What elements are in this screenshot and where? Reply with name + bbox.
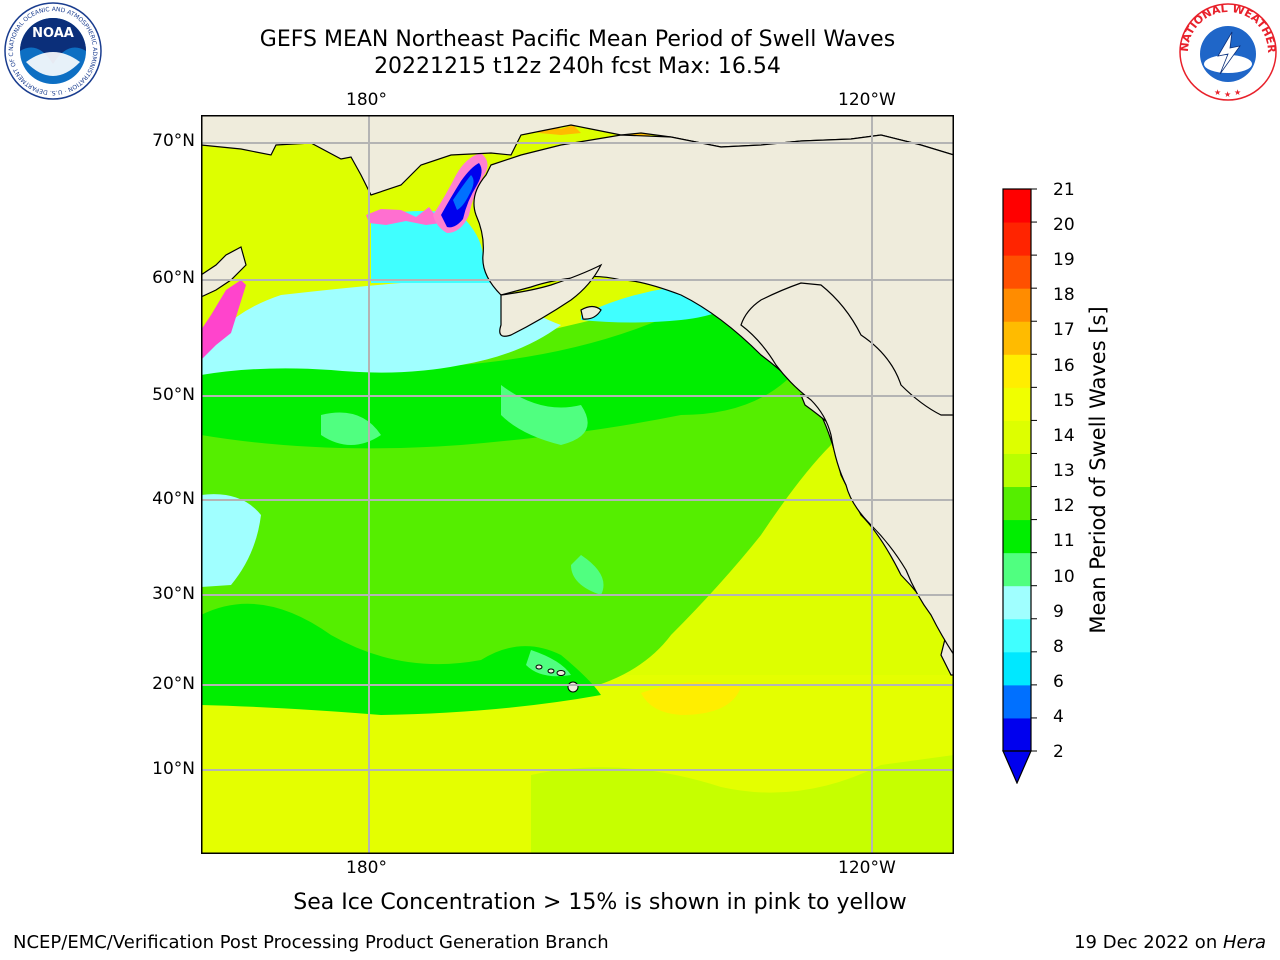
colorbar-segment (1003, 519, 1031, 554)
sea-ice-core-blue (453, 175, 474, 210)
lat-label-70n: 70°N (152, 131, 195, 151)
field-green-tropics (201, 603, 601, 715)
colorbar-tick: 14 (1053, 426, 1075, 446)
lat-label-60n: 60°N (152, 268, 195, 288)
map-frame (201, 115, 954, 854)
colorbar-segment (1003, 288, 1031, 322)
land-alaska-peninsula (499, 263, 603, 337)
footer-branch: NCEP/EMC/Verification Post Processing Pr… (13, 932, 609, 953)
land-kodiak (580, 305, 602, 320)
lon-label-top-180: 180° (346, 90, 387, 110)
lat-label-10n: 10°N (152, 759, 195, 779)
colorbar-segment (1003, 717, 1031, 752)
colorbar-tick: 12 (1053, 496, 1075, 516)
colorbar-segment (1003, 651, 1031, 686)
sea-ice-edge-bering (366, 207, 441, 225)
colorbar-segment (1003, 387, 1031, 421)
map-title: GEFS MEAN Northeast Pacific Mean Period … (259, 27, 896, 52)
hawaii-island-4 (567, 681, 579, 693)
colorbar-tick: 19 (1053, 250, 1075, 270)
colorbar-segment (1003, 684, 1031, 719)
colorbar-segment (1003, 321, 1031, 355)
svg-text:★: ★ (1224, 90, 1231, 99)
colorbar-segment (1003, 585, 1031, 620)
colorbar-tick: 11 (1053, 531, 1075, 551)
noaa-logo: NATIONAL OCEANIC AND ATMOSPHERIC ADMINIS… (1, 0, 102, 100)
colorbar-segment (1003, 222, 1031, 256)
colorbar-tick: 13 (1053, 461, 1075, 481)
noaa-text: NOAA (32, 26, 74, 41)
field-cyan-west (201, 494, 261, 587)
colorbar-tick: 6 (1053, 672, 1064, 692)
sea-ice-edge-west (201, 280, 246, 360)
colorbar-segment (1003, 486, 1031, 521)
land-north-america (740, 282, 954, 657)
footer-date-text: 19 Dec 2022 on (1074, 932, 1223, 953)
field-lightgreen-patches (321, 385, 604, 677)
colorbar-extend-arrow (1002, 750, 1032, 784)
field-green-north (201, 285, 801, 449)
lat-label-30n: 30°N (152, 584, 195, 604)
field-south-patches (531, 755, 954, 854)
colorbar-segment (1003, 354, 1031, 388)
nws-logo: NATIONAL WEATHER SERVICE ★ ★ ★ (1174, 0, 1278, 102)
hawaii-island-2 (547, 668, 555, 674)
lon-label-bottom-180: 180° (346, 858, 387, 878)
lat-label-50n: 50°N (152, 385, 195, 405)
svg-text:★: ★ (1214, 88, 1221, 97)
colorbar-tick: 20 (1053, 215, 1075, 235)
sea-ice-note: Sea Ice Concentration > 15% is shown in … (293, 890, 907, 915)
field-yellow-hotspot (641, 682, 741, 715)
colorbar-segment (1003, 255, 1031, 289)
colorbar-segment (1003, 552, 1031, 587)
footer-machine: Hera (1222, 932, 1266, 953)
colorbar-frame (1002, 188, 1032, 752)
lon-label-bottom-120w: 120°W (838, 858, 896, 878)
lat-label-20n: 20°N (152, 674, 195, 694)
lat-label-40n: 40°N (152, 489, 195, 509)
hawaii-island-1 (535, 664, 543, 670)
colorbar-tick: 10 (1053, 567, 1075, 587)
colorbar-label: Mean Period of Swell Waves [s] (1086, 306, 1110, 634)
svg-text:★: ★ (1234, 88, 1241, 97)
colorbar-tick: 8 (1053, 637, 1064, 657)
colorbar (1000, 188, 1040, 784)
colorbar-segment (1003, 618, 1031, 653)
colorbar-tick: 4 (1053, 707, 1064, 727)
colorbar-segment (1003, 189, 1031, 223)
field-cyan-bering (201, 283, 561, 375)
swell-period-map (201, 115, 954, 854)
colorbar-tick: 16 (1053, 356, 1075, 376)
colorbar-segment (1003, 420, 1031, 454)
land-western-siberia (201, 246, 247, 298)
colorbar-tick: 9 (1053, 602, 1064, 622)
colorbar-tick: 15 (1053, 391, 1075, 411)
lon-label-top-120w: 120°W (838, 90, 896, 110)
colorbar-tick: 18 (1053, 285, 1075, 305)
colorbar-tick: 21 (1053, 180, 1075, 200)
field-cyan-bering-north (371, 211, 491, 283)
colorbar-segment (1003, 453, 1031, 488)
hawaii-island-3 (556, 670, 566, 676)
footer-date: 19 Dec 2022 on Hera (1074, 932, 1266, 953)
colorbar-tick: 17 (1053, 320, 1075, 340)
map-subtitle: 20221215 t12z 240h fcst Max: 16.54 (374, 54, 781, 79)
colorbar-tick: 2 (1053, 742, 1064, 762)
